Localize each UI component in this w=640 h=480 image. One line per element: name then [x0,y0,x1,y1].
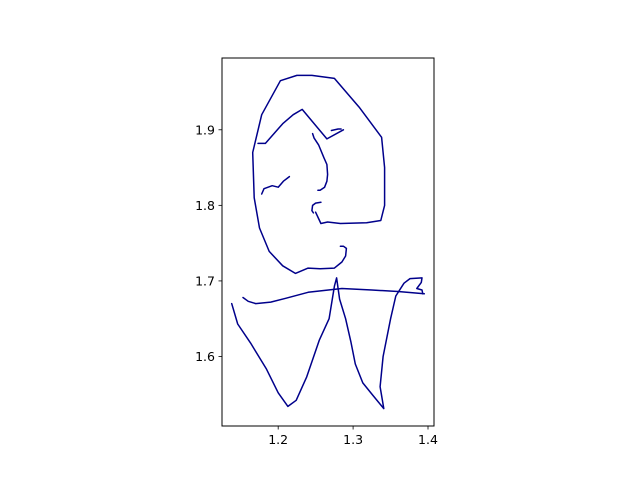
x-axis-ticks: 1.2 1.3 1.4 [268,426,438,447]
stroke-line-2 [330,128,342,132]
x-tick-label: 1.3 [343,432,363,447]
y-tick-label: 1.9 [195,122,215,137]
y-axis-ticks: 1.6 1.7 1.8 1.9 [195,122,222,364]
x-tick-label: 1.2 [268,432,288,447]
stroke-line-1 [311,132,329,191]
axes-frame [221,57,435,427]
stroke-line-4 [251,74,386,275]
x-tick-label: 1.4 [418,432,438,447]
series-layer [230,74,426,410]
stroke-line-7 [230,277,424,410]
stroke-line-3 [311,201,322,214]
stroke-line-6 [242,287,426,305]
y-tick-label: 1.6 [195,349,215,364]
stroke-line-0 [257,108,345,145]
plot-background [222,58,434,426]
y-tick-label: 1.8 [195,198,215,213]
y-tick-label: 1.7 [195,273,215,288]
stroke-line-5 [260,175,291,195]
